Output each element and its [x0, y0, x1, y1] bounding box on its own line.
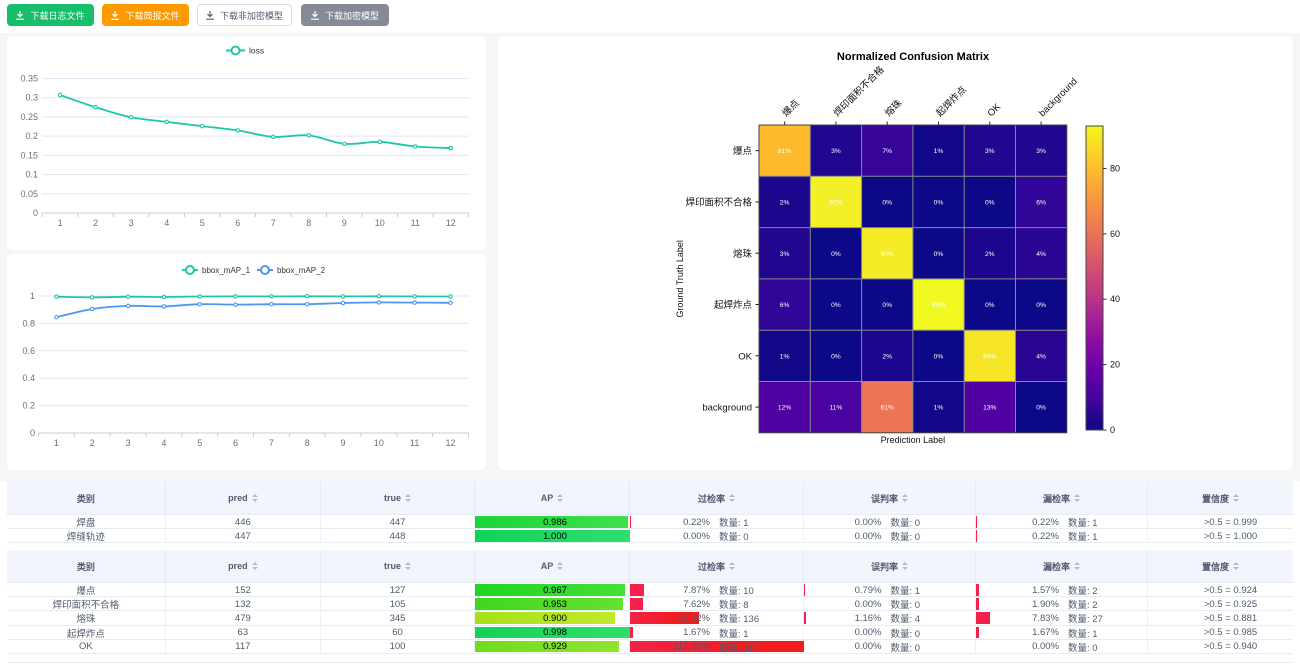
svg-text:61%: 61% [881, 405, 894, 412]
svg-text:0.2: 0.2 [25, 131, 38, 141]
svg-text:1%: 1% [934, 148, 944, 155]
svg-text:13%: 13% [983, 405, 996, 412]
svg-text:background: background [1037, 76, 1080, 119]
svg-text:0.05: 0.05 [20, 189, 38, 199]
svg-text:6%: 6% [1036, 200, 1046, 207]
svg-text:起焊炸点: 起焊炸点 [714, 299, 753, 311]
svg-text:2: 2 [93, 218, 98, 228]
svg-text:1%: 1% [780, 353, 790, 360]
svg-text:3%: 3% [780, 251, 790, 258]
svg-text:20: 20 [1110, 360, 1120, 370]
svg-text:焊印面积不合格: 焊印面积不合格 [831, 63, 887, 119]
svg-text:6: 6 [235, 218, 240, 228]
svg-text:0%: 0% [882, 200, 892, 207]
svg-text:2%: 2% [985, 251, 995, 258]
svg-text:7: 7 [271, 218, 276, 228]
svg-text:焊印面积不合格: 焊印面积不合格 [685, 197, 752, 209]
svg-text:OK: OK [738, 351, 752, 362]
svg-text:12: 12 [445, 438, 455, 448]
svg-text:2%: 2% [780, 200, 790, 207]
svg-text:6%: 6% [780, 302, 790, 309]
svg-text:91%: 91% [829, 200, 842, 207]
svg-text:Prediction Label: Prediction Label [881, 435, 946, 445]
svg-text:0.1: 0.1 [25, 170, 38, 180]
svg-text:0.3: 0.3 [25, 93, 38, 103]
svg-text:0.35: 0.35 [20, 74, 38, 84]
svg-text:0%: 0% [934, 200, 944, 207]
svg-text:3%: 3% [1036, 148, 1046, 155]
svg-text:6: 6 [233, 438, 238, 448]
svg-text:0%: 0% [1036, 405, 1046, 412]
svg-text:0%: 0% [831, 353, 841, 360]
svg-text:0%: 0% [831, 302, 841, 309]
svg-text:4%: 4% [1036, 353, 1046, 360]
svg-text:11%: 11% [829, 405, 842, 412]
svg-text:0%: 0% [1036, 302, 1046, 309]
svg-text:0.8: 0.8 [22, 318, 35, 328]
svg-text:background: background [702, 403, 752, 414]
svg-text:9: 9 [340, 438, 345, 448]
svg-text:80: 80 [1110, 164, 1120, 174]
svg-text:0%: 0% [985, 302, 995, 309]
svg-text:7%: 7% [882, 148, 892, 155]
svg-text:89%: 89% [983, 353, 996, 360]
svg-text:3: 3 [126, 438, 131, 448]
svg-text:bbox_mAP_2: bbox_mAP_2 [277, 266, 326, 275]
svg-text:4: 4 [161, 438, 166, 448]
svg-text:93%: 93% [932, 302, 945, 309]
svg-text:爆点: 爆点 [780, 97, 802, 119]
svg-text:11: 11 [410, 438, 419, 448]
svg-text:0%: 0% [831, 251, 841, 258]
svg-text:0%: 0% [985, 200, 995, 207]
svg-text:12%: 12% [778, 405, 791, 412]
svg-text:5: 5 [200, 218, 205, 228]
svg-text:0.6: 0.6 [22, 346, 35, 356]
svg-text:2%: 2% [882, 353, 892, 360]
svg-text:0.2: 0.2 [22, 401, 35, 411]
svg-text:8: 8 [305, 438, 310, 448]
svg-text:爆点: 爆点 [733, 145, 753, 157]
svg-text:熔珠: 熔珠 [733, 248, 753, 260]
svg-text:81%: 81% [778, 148, 791, 155]
svg-text:40: 40 [1110, 294, 1120, 304]
svg-text:Normalized Confusion Matrix: Normalized Confusion Matrix [837, 51, 990, 63]
svg-text:90%: 90% [881, 251, 894, 258]
svg-text:1%: 1% [934, 405, 944, 412]
svg-text:0.15: 0.15 [20, 150, 38, 160]
svg-text:loss: loss [249, 46, 264, 56]
svg-text:1: 1 [54, 438, 59, 448]
svg-text:11: 11 [411, 218, 420, 228]
svg-text:0: 0 [1110, 425, 1115, 435]
svg-text:10: 10 [374, 438, 384, 448]
svg-text:60: 60 [1110, 229, 1120, 239]
svg-text:0.4: 0.4 [22, 373, 35, 383]
svg-text:0%: 0% [934, 353, 944, 360]
svg-text:2: 2 [90, 438, 95, 448]
svg-text:0.25: 0.25 [20, 112, 38, 122]
svg-text:1: 1 [30, 291, 35, 301]
svg-text:8: 8 [306, 218, 311, 228]
svg-text:9: 9 [342, 218, 347, 228]
svg-text:0%: 0% [882, 302, 892, 309]
svg-text:OK: OK [986, 101, 1004, 119]
svg-text:0: 0 [30, 428, 35, 438]
svg-text:0%: 0% [934, 251, 944, 258]
svg-text:4: 4 [164, 218, 169, 228]
svg-text:熔珠: 熔珠 [882, 97, 904, 119]
svg-text:3: 3 [129, 218, 134, 228]
svg-text:bbox_mAP_1: bbox_mAP_1 [202, 266, 251, 275]
svg-text:4%: 4% [1036, 251, 1046, 258]
svg-text:0: 0 [33, 208, 38, 218]
svg-text:7: 7 [269, 438, 274, 448]
svg-text:Ground Truth Label: Ground Truth Label [675, 240, 685, 318]
svg-text:1: 1 [58, 218, 63, 228]
svg-text:起焊炸点: 起焊炸点 [934, 83, 970, 119]
svg-text:3%: 3% [831, 148, 841, 155]
svg-text:3%: 3% [985, 148, 995, 155]
svg-text:10: 10 [375, 218, 385, 228]
svg-text:5: 5 [197, 438, 202, 448]
svg-text:12: 12 [446, 218, 456, 228]
